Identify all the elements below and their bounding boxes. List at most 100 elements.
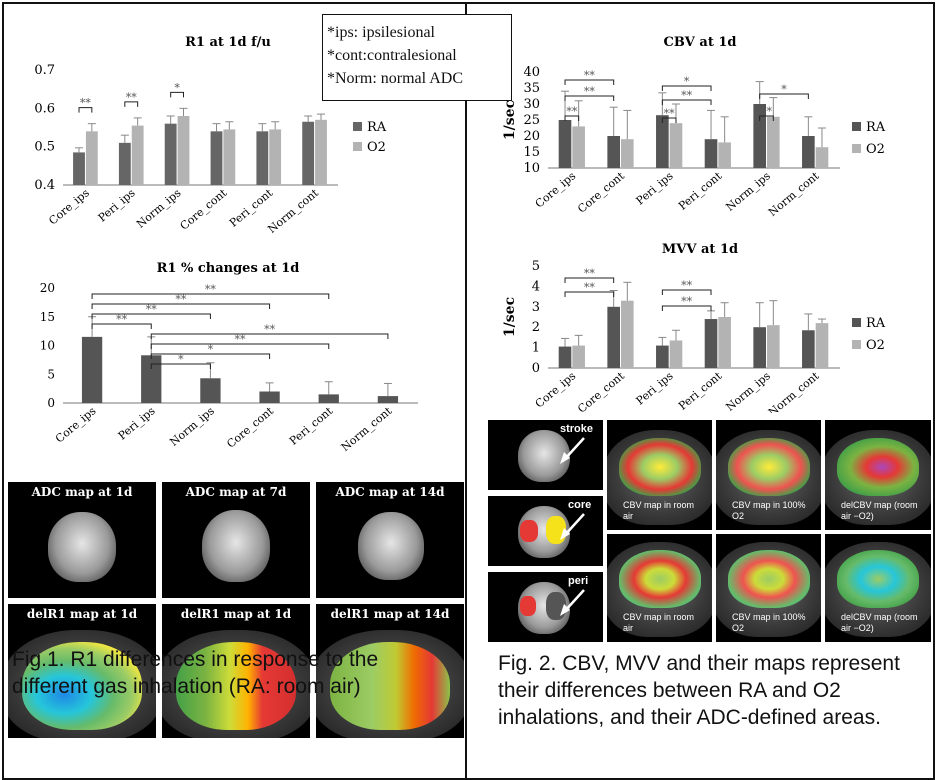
bar xyxy=(767,325,780,368)
x-tick-label: Peri_ips xyxy=(116,404,158,442)
y-tick-label: 40 xyxy=(523,65,540,80)
significance-label: * xyxy=(178,353,184,366)
delcbv-map: delCBV map (room air −O2) xyxy=(825,420,931,530)
bar xyxy=(131,125,144,185)
significance-label: ** xyxy=(664,107,676,120)
map-label: CBV map in 100% O2 xyxy=(732,500,806,521)
y-tick-label: 4 xyxy=(532,279,540,294)
significance-label: ** xyxy=(681,279,693,292)
y-tick-label: 0.6 xyxy=(34,101,55,116)
chart-cbv-1d: CBV at 1d 101520253035401/secCore_ipsCor… xyxy=(502,35,886,219)
significance-label: ** xyxy=(146,303,158,316)
x-tick-label: Norm_cont xyxy=(265,186,321,236)
legend-label: RA xyxy=(367,120,387,135)
x-tick-label: Peri_cont xyxy=(676,369,725,413)
adc-map-14d: ADC map at 14d xyxy=(316,482,464,598)
significance-bracket xyxy=(564,79,615,85)
significance-bracket xyxy=(564,291,615,297)
x-tick-label: Core_ips xyxy=(53,404,99,445)
map-label: delCBV map (room air −O2) xyxy=(841,612,918,633)
fig2-map-grid: stroke core peri CBV map in room air CBV… xyxy=(488,420,931,642)
side-label: core xyxy=(568,499,592,511)
significance-label: ** xyxy=(116,313,128,326)
legend-swatch xyxy=(852,340,861,349)
x-tick-label: Norm_ips xyxy=(723,369,773,413)
map-label: delR1 map at 1d xyxy=(26,607,138,621)
map-label: ADC map at 7d xyxy=(185,485,287,499)
bar xyxy=(141,355,162,403)
map-label: ADC map at 14d xyxy=(335,485,445,499)
bar xyxy=(315,119,327,185)
y-tick-label: 20 xyxy=(40,281,55,295)
delr1-map-14d: delR1 map at 14d xyxy=(316,604,464,738)
x-tick-label: Core_cont xyxy=(575,169,627,216)
bar xyxy=(656,115,669,168)
bar xyxy=(704,319,718,368)
significance-bracket xyxy=(661,85,712,91)
y-tick-label: 10 xyxy=(40,339,55,353)
cbv-map-room-air-2: CBV map in room air xyxy=(607,534,712,642)
significance-label: * xyxy=(208,343,214,356)
bar xyxy=(572,126,585,168)
significance-bracket xyxy=(759,93,809,99)
side-label: peri xyxy=(568,575,589,587)
significance-bracket xyxy=(170,91,184,98)
bar xyxy=(802,136,815,168)
adc-map-7d: ADC map at 7d xyxy=(162,482,310,598)
bar xyxy=(200,378,221,403)
legend-label: RA xyxy=(866,120,886,135)
legend-swatch xyxy=(852,318,861,327)
y-tick-label: 35 xyxy=(523,81,540,96)
y-tick-label: 15 xyxy=(523,145,540,160)
y-tick-label: 0 xyxy=(47,396,55,410)
significance-bracket xyxy=(150,363,211,369)
bar xyxy=(572,345,585,368)
x-tick-label: Core_cont xyxy=(178,186,230,233)
significance-label: ** xyxy=(584,69,596,82)
bar xyxy=(210,131,223,185)
significance-label: ** xyxy=(681,295,693,308)
bar xyxy=(753,104,766,168)
significance-label: ** xyxy=(761,105,773,118)
y-tick-label: 0 xyxy=(532,361,540,376)
significance-label: * xyxy=(781,83,787,96)
map-label: delR1 map at 14d xyxy=(330,607,450,621)
bar xyxy=(85,131,98,185)
bar xyxy=(753,327,766,368)
x-tick-label: Norm_ips xyxy=(167,404,217,449)
x-tick-label: Norm_ips xyxy=(723,169,773,214)
map-label: CBV map in room air xyxy=(623,500,695,521)
arrow-icon xyxy=(560,437,585,464)
significance-label: ** xyxy=(235,333,247,346)
y-tick-label: 15 xyxy=(40,310,55,324)
legend-note: *ips: ipsilesional xyxy=(327,24,435,41)
y-tick-label: 0.4 xyxy=(34,178,55,193)
significance-label: ** xyxy=(584,281,596,294)
bar xyxy=(318,394,339,403)
significance-bracket xyxy=(124,101,139,107)
x-tick-label: Norm_cont xyxy=(339,404,395,454)
significance-bracket xyxy=(564,115,580,121)
bar xyxy=(621,139,634,168)
significance-bracket xyxy=(564,95,615,101)
significance-label: ** xyxy=(584,85,596,98)
significance-bracket xyxy=(661,117,677,123)
x-tick-label: Core_cont xyxy=(575,369,627,413)
y-tick-label: 5 xyxy=(532,259,540,274)
bar xyxy=(669,340,683,368)
x-tick-label: Norm_ips xyxy=(134,186,184,231)
map-label: ADC map at 1d xyxy=(31,485,133,499)
y-tick-label: 0.5 xyxy=(34,140,55,155)
bar xyxy=(621,300,634,368)
x-tick-label: Peri_cont xyxy=(287,404,336,448)
cbv-map-o2-2: CBV map in 100% O2 xyxy=(716,534,821,642)
x-tick-label: Peri_cont xyxy=(676,169,725,213)
x-tick-label: Peri_ips xyxy=(634,169,676,207)
map-label: CBV map in 100% O2 xyxy=(732,612,806,633)
y-axis-label: 1/sec xyxy=(502,297,518,337)
delcbv-map-2: delCBV map (room air −O2) xyxy=(825,534,931,642)
legend-label: RA xyxy=(866,316,886,331)
legend-note: *cont:contralesional xyxy=(327,47,457,64)
map-label: delR1 map at 1d xyxy=(180,607,292,621)
y-tick-label: 3 xyxy=(532,300,540,315)
